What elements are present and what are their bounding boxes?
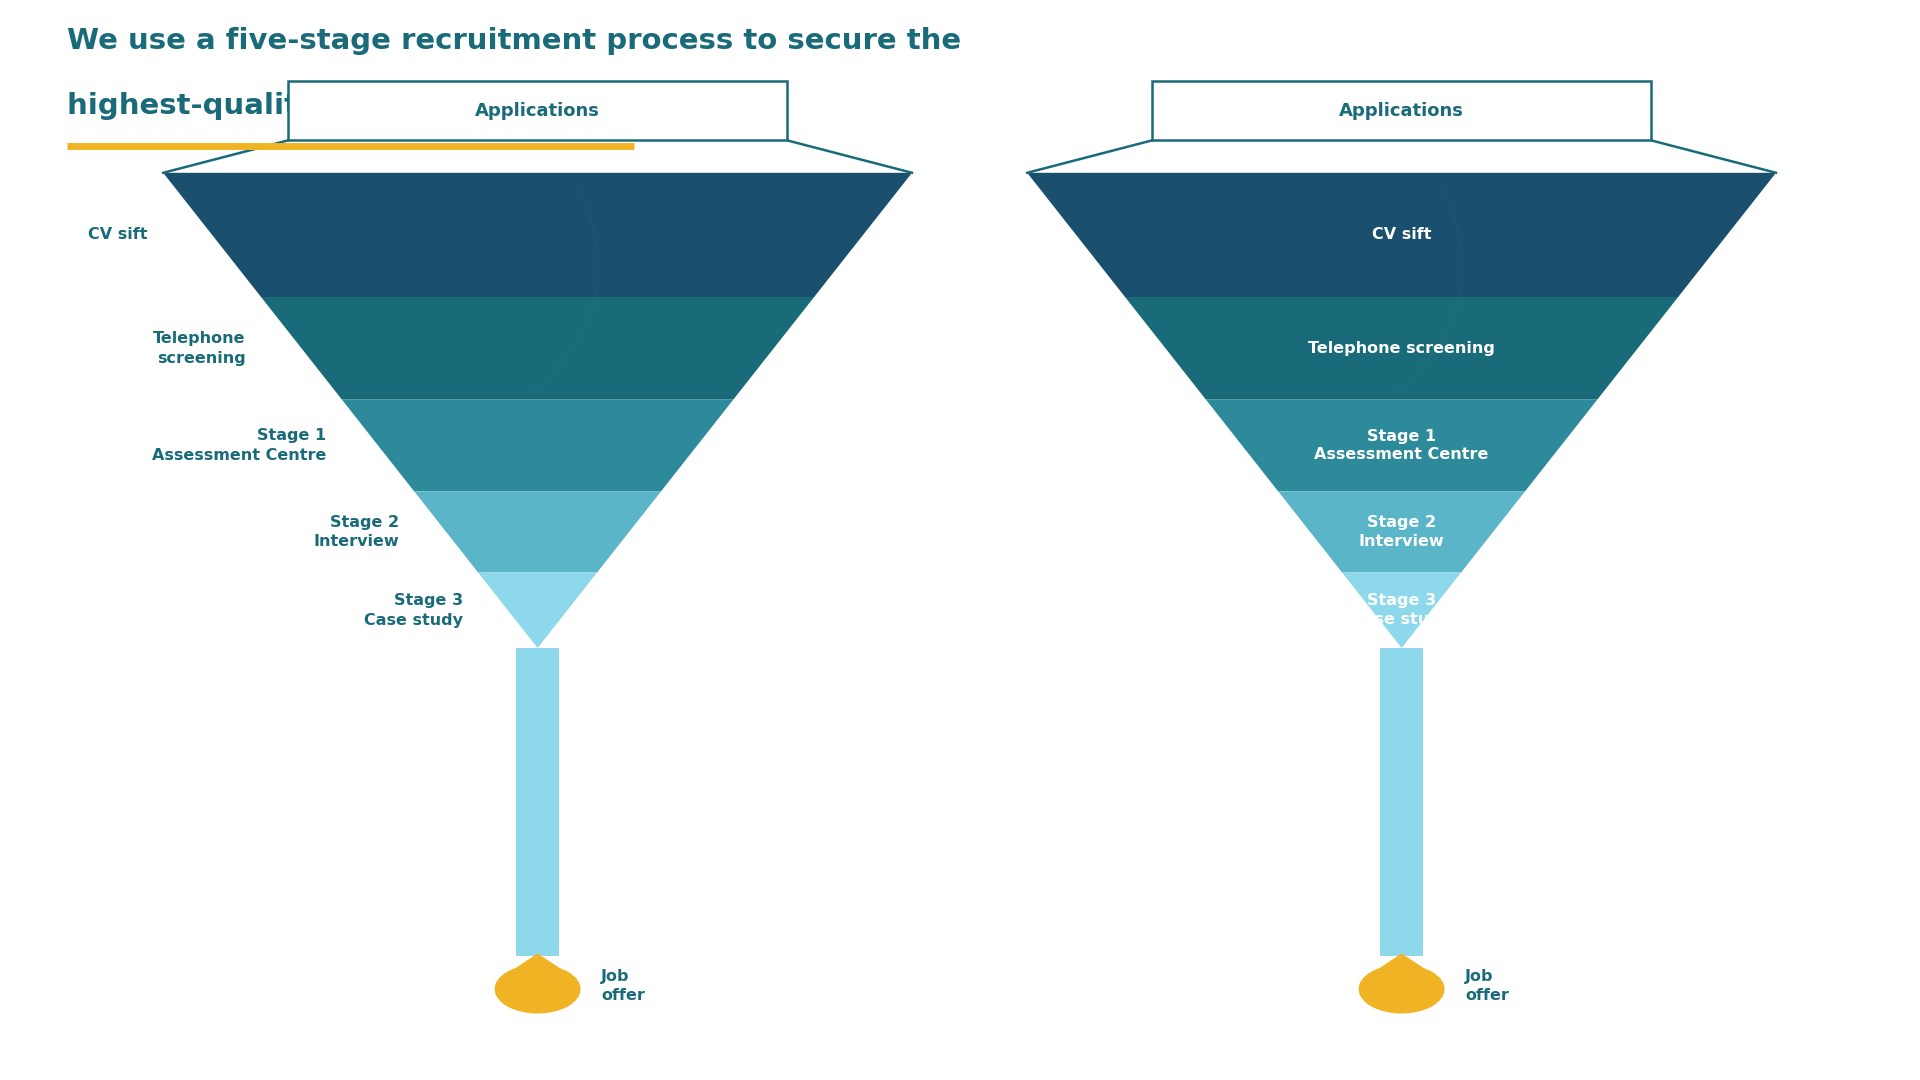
- Text: Job
offer: Job offer: [1465, 969, 1509, 1003]
- Polygon shape: [415, 491, 660, 572]
- Text: CV sift: CV sift: [1373, 228, 1430, 242]
- Text: Stage 1
Assessment Centre: Stage 1 Assessment Centre: [152, 428, 326, 463]
- Text: Stage 2
Interview: Stage 2 Interview: [1359, 515, 1444, 549]
- Text: Telephone
screening: Telephone screening: [154, 330, 246, 366]
- Polygon shape: [163, 173, 912, 297]
- Polygon shape: [342, 400, 733, 491]
- Polygon shape: [288, 81, 787, 140]
- Text: Stage 3
Case study: Stage 3 Case study: [1352, 593, 1452, 627]
- Polygon shape: [516, 648, 559, 956]
- Text: Stage 3
Case study: Stage 3 Case study: [363, 593, 463, 627]
- Polygon shape: [1279, 491, 1524, 572]
- Text: We use a five-stage recruitment process to secure the: We use a five-stage recruitment process …: [67, 27, 962, 55]
- Polygon shape: [1365, 954, 1438, 977]
- Circle shape: [1359, 966, 1444, 1013]
- Polygon shape: [1342, 572, 1461, 648]
- Polygon shape: [1027, 173, 1776, 297]
- Polygon shape: [501, 954, 574, 977]
- Circle shape: [495, 966, 580, 1013]
- Polygon shape: [1380, 648, 1423, 956]
- Text: Job
offer: Job offer: [601, 969, 645, 1003]
- Text: highest-quality candidates: highest-quality candidates: [67, 92, 507, 120]
- Text: Applications: Applications: [1338, 102, 1465, 120]
- Text: Telephone screening: Telephone screening: [1308, 341, 1496, 355]
- Text: CV sift: CV sift: [88, 228, 148, 242]
- Polygon shape: [261, 297, 814, 400]
- Text: Stage 2
Interview: Stage 2 Interview: [313, 514, 399, 550]
- Polygon shape: [1125, 297, 1678, 400]
- Polygon shape: [1206, 400, 1597, 491]
- Text: Stage 1
Assessment Centre: Stage 1 Assessment Centre: [1315, 429, 1488, 462]
- FancyArrowPatch shape: [532, 180, 599, 392]
- FancyArrowPatch shape: [1396, 180, 1463, 392]
- Text: Applications: Applications: [474, 102, 601, 120]
- Polygon shape: [478, 572, 597, 648]
- Polygon shape: [1152, 81, 1651, 140]
